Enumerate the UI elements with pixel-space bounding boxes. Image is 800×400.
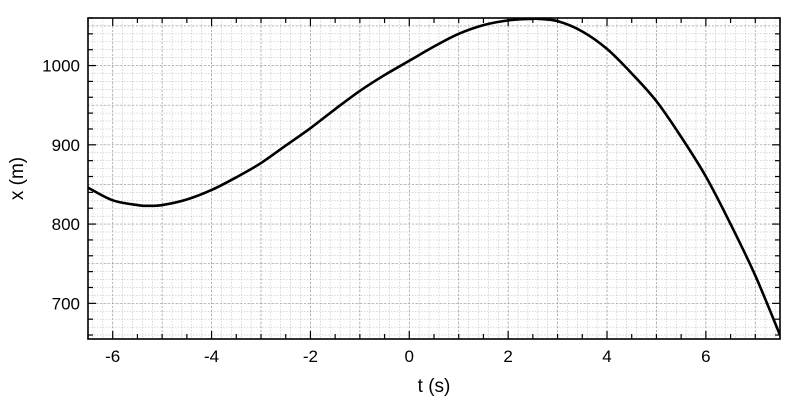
x-tick-label: -4 — [204, 347, 219, 366]
x-tick-label: 4 — [602, 347, 611, 366]
y-axis-tick-labels: 700 800 900 1000 — [42, 57, 80, 314]
x-tick-label: 0 — [405, 347, 414, 366]
y-tick-label: 800 — [52, 215, 80, 234]
x-tick-label: -6 — [105, 347, 120, 366]
x-tick-label: -2 — [303, 347, 318, 366]
y-tick-label: 700 — [52, 294, 80, 313]
y-tick-label: 900 — [52, 136, 80, 155]
plot-frame — [87, 17, 781, 340]
series-line-0 — [88, 18, 780, 336]
x-tick-label: 2 — [503, 347, 512, 366]
y-tick-label: 1000 — [42, 57, 80, 76]
y-axis-title: x (m) — [7, 157, 28, 200]
x-axis-tick-labels: -6 -4 -2 0 2 4 6 — [105, 347, 710, 366]
minor-gridlines — [88, 17, 780, 339]
series-layer — [88, 18, 780, 336]
x-tick-label: 6 — [701, 347, 710, 366]
major-gridlines — [88, 18, 780, 339]
x-axis-title: t (s) — [418, 376, 451, 397]
